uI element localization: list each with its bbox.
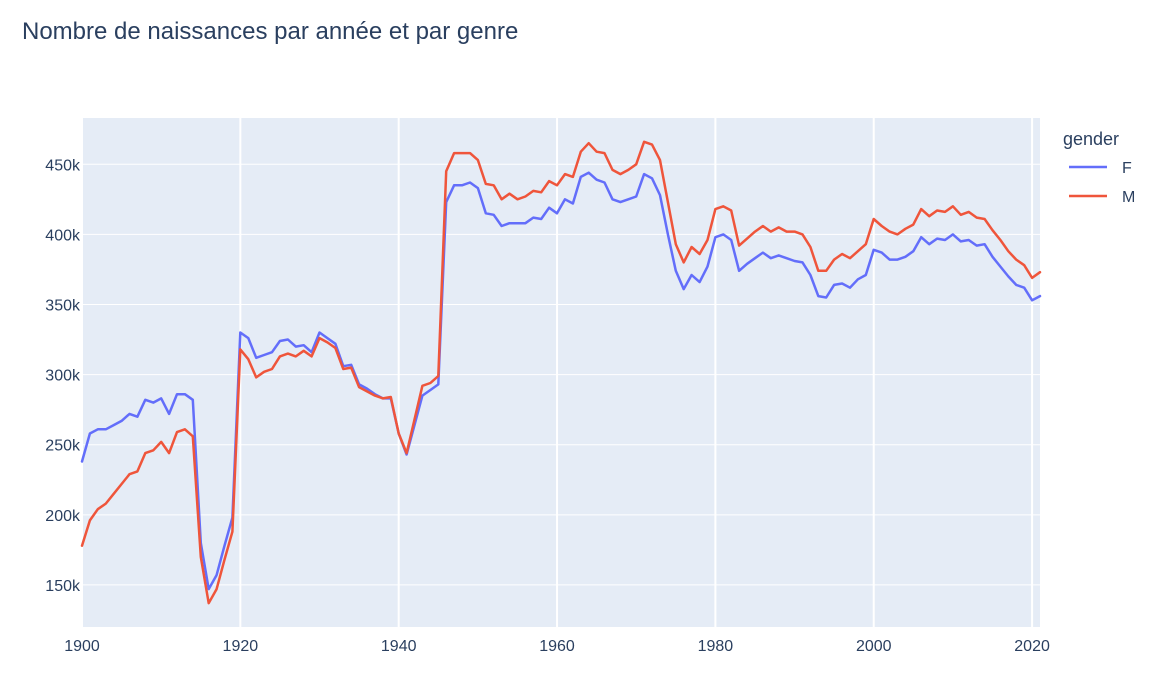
plot-background <box>82 118 1040 627</box>
series-lines <box>80 140 1042 605</box>
x-tick-label: 2000 <box>856 638 892 655</box>
x-tick-label: 1940 <box>381 638 417 655</box>
x-tick-label: 1920 <box>223 638 259 655</box>
x-tick-label: 1960 <box>539 638 575 655</box>
legend: gender FM <box>1063 129 1135 206</box>
y-axis-ticks: 150k 200k 250k 300k 350k 400k 450k <box>45 157 81 595</box>
x-axis-ticks: 1900 1920 1940 1960 1980 2000 2020 <box>64 638 1050 655</box>
y-tick-label: 150k <box>45 578 81 595</box>
y-tick-label: 350k <box>45 297 81 314</box>
x-tick-label: 2020 <box>1014 638 1050 655</box>
gridlines <box>81 118 1040 627</box>
series-line-f <box>80 171 1042 591</box>
y-tick-label: 300k <box>45 368 81 385</box>
legend-item-m[interactable]: M <box>1069 189 1135 206</box>
legend-title: gender <box>1063 129 1119 149</box>
series-line-m <box>80 140 1042 605</box>
chart-title: Nombre de naissances par année et par ge… <box>22 18 519 45</box>
legend-label: F <box>1122 160 1132 177</box>
y-tick-label: 450k <box>45 157 81 174</box>
y-tick-label: 400k <box>45 227 81 244</box>
x-tick-label: 1980 <box>698 638 734 655</box>
y-tick-label: 200k <box>45 508 81 525</box>
legend-label: M <box>1122 189 1135 206</box>
y-tick-label: 250k <box>45 438 81 455</box>
x-tick-label: 1900 <box>64 638 100 655</box>
legend-item-f[interactable]: F <box>1069 160 1132 177</box>
